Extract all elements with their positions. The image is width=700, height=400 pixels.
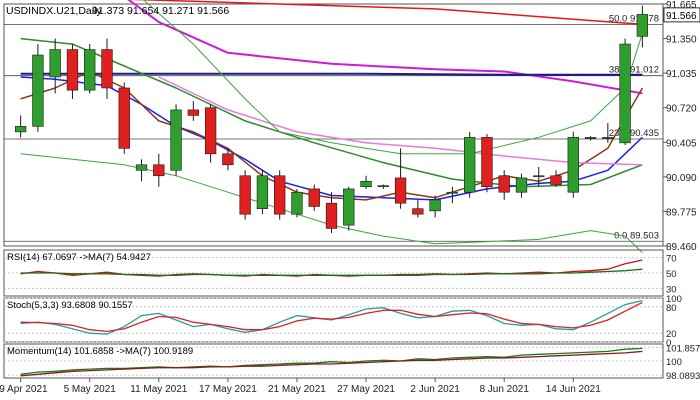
price-panel: 91.665 91.350 91.035 90.720 90.405 90.090 89.7… <box>3 0 700 253</box>
bearish-candle <box>222 153 234 166</box>
bullish-candle <box>533 175 545 178</box>
indicator-line <box>20 350 643 377</box>
y-tick-label: 89.775 <box>666 207 697 218</box>
moving-average-line <box>127 0 643 95</box>
chart-header: USDINDX.U21,Daily 91.373 91.654 91.271 9… <box>6 5 229 17</box>
x-tick-label: 17 May 2021 <box>199 384 257 395</box>
bullish-candle <box>429 199 441 212</box>
x-tick-label: 27 May 2021 <box>337 384 395 395</box>
moving-average-line <box>20 153 643 253</box>
last-price-box <box>663 7 700 23</box>
indicator-tick-label: 20 <box>666 329 677 340</box>
moving-average-line <box>20 72 643 76</box>
indicator-line <box>20 347 643 375</box>
bearish-candle <box>550 175 562 185</box>
bearish-candle <box>153 164 165 177</box>
indicator-tick-label: 50 <box>666 269 677 280</box>
bullish-candle <box>360 180 372 188</box>
bullish-candle <box>584 137 597 139</box>
bullish-candle <box>602 137 614 139</box>
indicator-line <box>20 301 643 333</box>
x-tick-label: 29 Apr 2021 <box>0 384 48 395</box>
y-tick-label: 91.035 <box>666 69 697 80</box>
moving-average-line <box>128 0 643 26</box>
y-tick-label: 90.720 <box>666 104 697 115</box>
indicator-tick-label: 30 <box>666 284 677 295</box>
x-tick-label: 14 Jun 2021 <box>546 384 601 395</box>
bullish-candle <box>515 177 528 193</box>
bullish-candle <box>170 109 182 171</box>
bearish-candle <box>101 49 113 89</box>
bullish-candle <box>14 126 27 133</box>
bearish-candle <box>204 107 217 155</box>
indicator-tick-label: 100 <box>666 294 682 305</box>
bullish-candle <box>135 164 148 171</box>
bearish-candle <box>66 49 79 91</box>
bullish-candle <box>567 137 579 193</box>
ohlc-label: 91.373 91.654 91.271 91.566 <box>92 5 229 17</box>
indicator-tick-label: 98.0893 <box>666 371 700 382</box>
fib-level-label: 0.0 89.503 <box>614 230 659 241</box>
symbol-label: USDINDX.U21,Daily <box>6 5 102 17</box>
x-tick-label: 5 May 2021 <box>64 384 117 395</box>
indicator-tick-label: 70 <box>666 254 677 265</box>
indicator-tick-label: 0 <box>666 338 671 349</box>
indicator-tick-label: 100 <box>666 357 682 368</box>
bearish-candle <box>308 188 320 207</box>
bullish-candle <box>32 54 44 127</box>
bullish-candle <box>343 188 355 226</box>
bearish-candle <box>325 202 338 229</box>
y-tick-label: 90.405 <box>666 138 697 149</box>
bullish-candle <box>636 14 649 37</box>
y-tick-label: 89.460 <box>666 242 697 253</box>
bearish-candle <box>481 137 493 188</box>
x-tick-label: 21 May 2021 <box>268 384 326 395</box>
bullish-candle <box>84 49 96 91</box>
bearish-candle <box>239 175 251 215</box>
indicator-label: Stoch(5,3,3) 93.6808 90.1557 <box>7 300 133 311</box>
y-tick-label: 90.090 <box>666 173 697 184</box>
indicator-tick-label: 80 <box>666 303 677 314</box>
indicator-tick-label: 101.857 <box>666 343 700 354</box>
x-axis: 29 Apr 2021 5 May 2021 11 May 2021 17 May 2… <box>0 378 601 395</box>
fib-level-label: 38.2 91.012 <box>609 65 659 76</box>
bullish-candle <box>377 185 389 188</box>
bearish-candle <box>412 208 424 215</box>
bearish-candle <box>274 175 286 215</box>
bearish-candle <box>498 175 510 193</box>
bearish-candle <box>118 87 130 149</box>
bullish-candle <box>619 43 631 144</box>
x-tick-label: 8 Jun 2021 <box>479 384 529 395</box>
indicator-label: RSI(14) 67.0697 ->MA(7) 54.9427 <box>7 252 151 263</box>
bullish-candle <box>256 175 269 209</box>
bullish-candle <box>464 137 476 193</box>
bearish-candle <box>187 109 199 116</box>
last-price-label: 91.566 <box>666 11 697 22</box>
indicator-panels: 70 50 30 RSI(14) 67.0697 ->MA(7) 54.9427 100… <box>3 249 700 382</box>
price-panel-frame <box>3 3 664 247</box>
bullish-candle <box>446 191 459 194</box>
x-tick-label: 11 May 2021 <box>130 384 188 395</box>
moving-average-line <box>158 76 643 166</box>
indicator-label: Momentum(14) 101.6858 ->MA(7) 100.9189 <box>7 346 193 357</box>
bearish-candle <box>394 177 407 204</box>
x-tick-label: 2 Jun 2021 <box>410 384 460 395</box>
bullish-candle <box>49 49 61 78</box>
y-tick-label: 91.350 <box>666 35 697 46</box>
fib-level-label: 23.6 90.435 <box>609 128 659 139</box>
bullish-candle <box>291 191 303 215</box>
y-tick-label: 91.665 <box>666 0 697 11</box>
indicator-line <box>20 268 643 276</box>
fib-level-label: 50.0 91.478 <box>609 14 659 25</box>
